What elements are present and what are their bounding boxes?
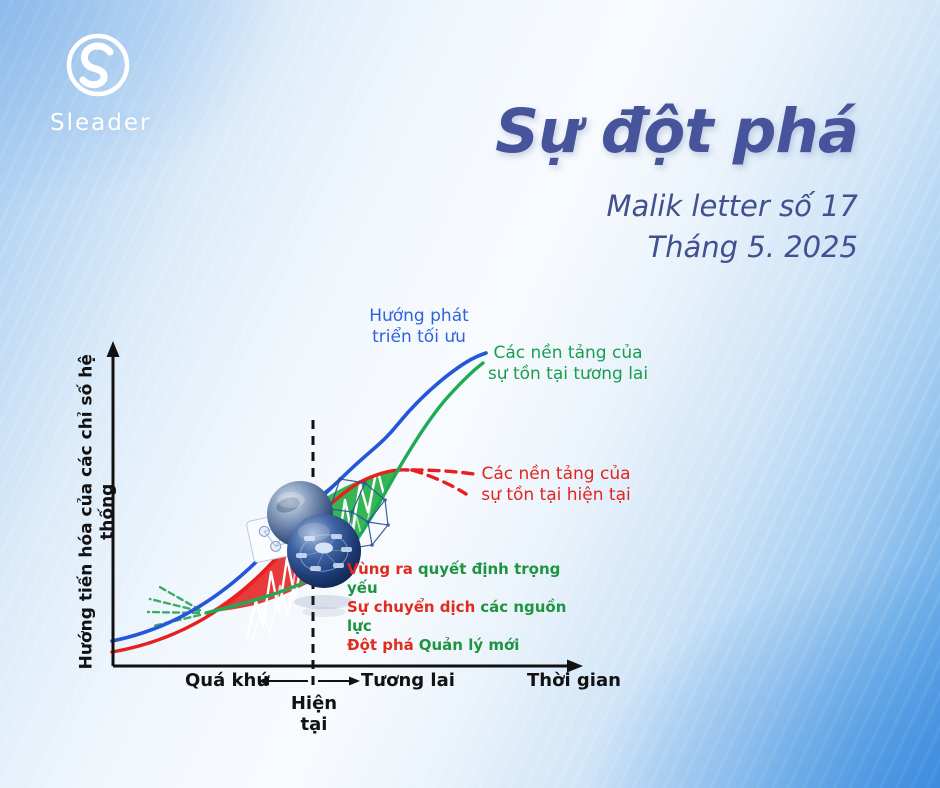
future-arrowhead bbox=[349, 676, 360, 686]
annotation-line3: Đột phá Quản lý mới bbox=[347, 636, 577, 655]
y-axis-label: Hướng tiến hóa của các chỉ số hệ thống bbox=[76, 354, 117, 670]
subtitle-line1: Malik letter số 17 bbox=[606, 189, 858, 224]
current-curve-dashed-lower bbox=[410, 468, 468, 496]
annotation-line1-green: quyết định trọng yếu bbox=[347, 560, 561, 598]
optimal-curve-label-line2: triển tối ưu bbox=[372, 326, 466, 347]
x-tick-past: Quá khứ bbox=[185, 670, 270, 691]
x-tick-present: Hiện tại bbox=[290, 693, 338, 735]
red-zone-sparkline-2 bbox=[251, 565, 297, 641]
red-zone-fill bbox=[207, 506, 313, 613]
title-block: Sự đột phá Malik letter số 17 Tháng 5. 2… bbox=[495, 96, 859, 267]
current-curve-label: Các nền tảng của sự tồn tại hiện tại bbox=[470, 464, 642, 505]
annotation-line1-red: Vùng ra bbox=[347, 560, 413, 578]
annotation-line3-green: Quản lý mới bbox=[418, 636, 520, 655]
annotation-line2: Sự chuyển dịch các nguồn lực bbox=[347, 598, 577, 636]
axes bbox=[106, 341, 583, 686]
logo-text: Sleader bbox=[50, 110, 152, 136]
current-curve-label-line1: Các nền tảng của bbox=[481, 464, 631, 484]
large-globe-icon bbox=[287, 514, 361, 588]
past-arrowhead bbox=[258, 676, 269, 686]
annotation-line2-red: Sự chuyển dịch bbox=[347, 598, 476, 617]
optimal-curve-label: Hướng phát triển tối ưu bbox=[352, 306, 486, 347]
globe-reflection bbox=[294, 595, 354, 617]
x-axis-arrowhead bbox=[567, 659, 583, 673]
page-title: Sự đột phá bbox=[495, 96, 859, 167]
current-curve-label-line2: sự tồn tại hiện tại bbox=[481, 484, 631, 505]
x-axis-label: Thời gian bbox=[527, 670, 621, 691]
x-tick-future: Tương lai bbox=[361, 670, 455, 691]
subtitle-line2: Tháng 5. 2025 bbox=[647, 229, 858, 264]
decision-zone-annotation: Vùng ra quyết định trọng yếu Sự chuyển dị… bbox=[347, 560, 577, 655]
annotation-line3-red: Đột phá bbox=[347, 636, 414, 655]
s-swirl-icon bbox=[66, 33, 130, 97]
logo: Sleader bbox=[50, 26, 152, 136]
optimal-development-curve bbox=[110, 351, 488, 643]
y-axis-arrowhead bbox=[106, 341, 120, 357]
annotation-line2-green: các nguồn lực bbox=[347, 598, 567, 636]
optimal-curve-label-line1: Hướng phát bbox=[369, 306, 469, 326]
future-curve-label-line1: Các nền tảng của bbox=[493, 343, 643, 363]
future-foundations-curve bbox=[204, 361, 485, 615]
future-curve-label: Các nền tảng của sự tồn tại tương lai bbox=[478, 343, 658, 384]
annotation-line1: Vùng ra quyết định trọng yếu bbox=[347, 560, 577, 598]
future-curve-label-line2: sự tồn tại tương lai bbox=[487, 363, 649, 384]
